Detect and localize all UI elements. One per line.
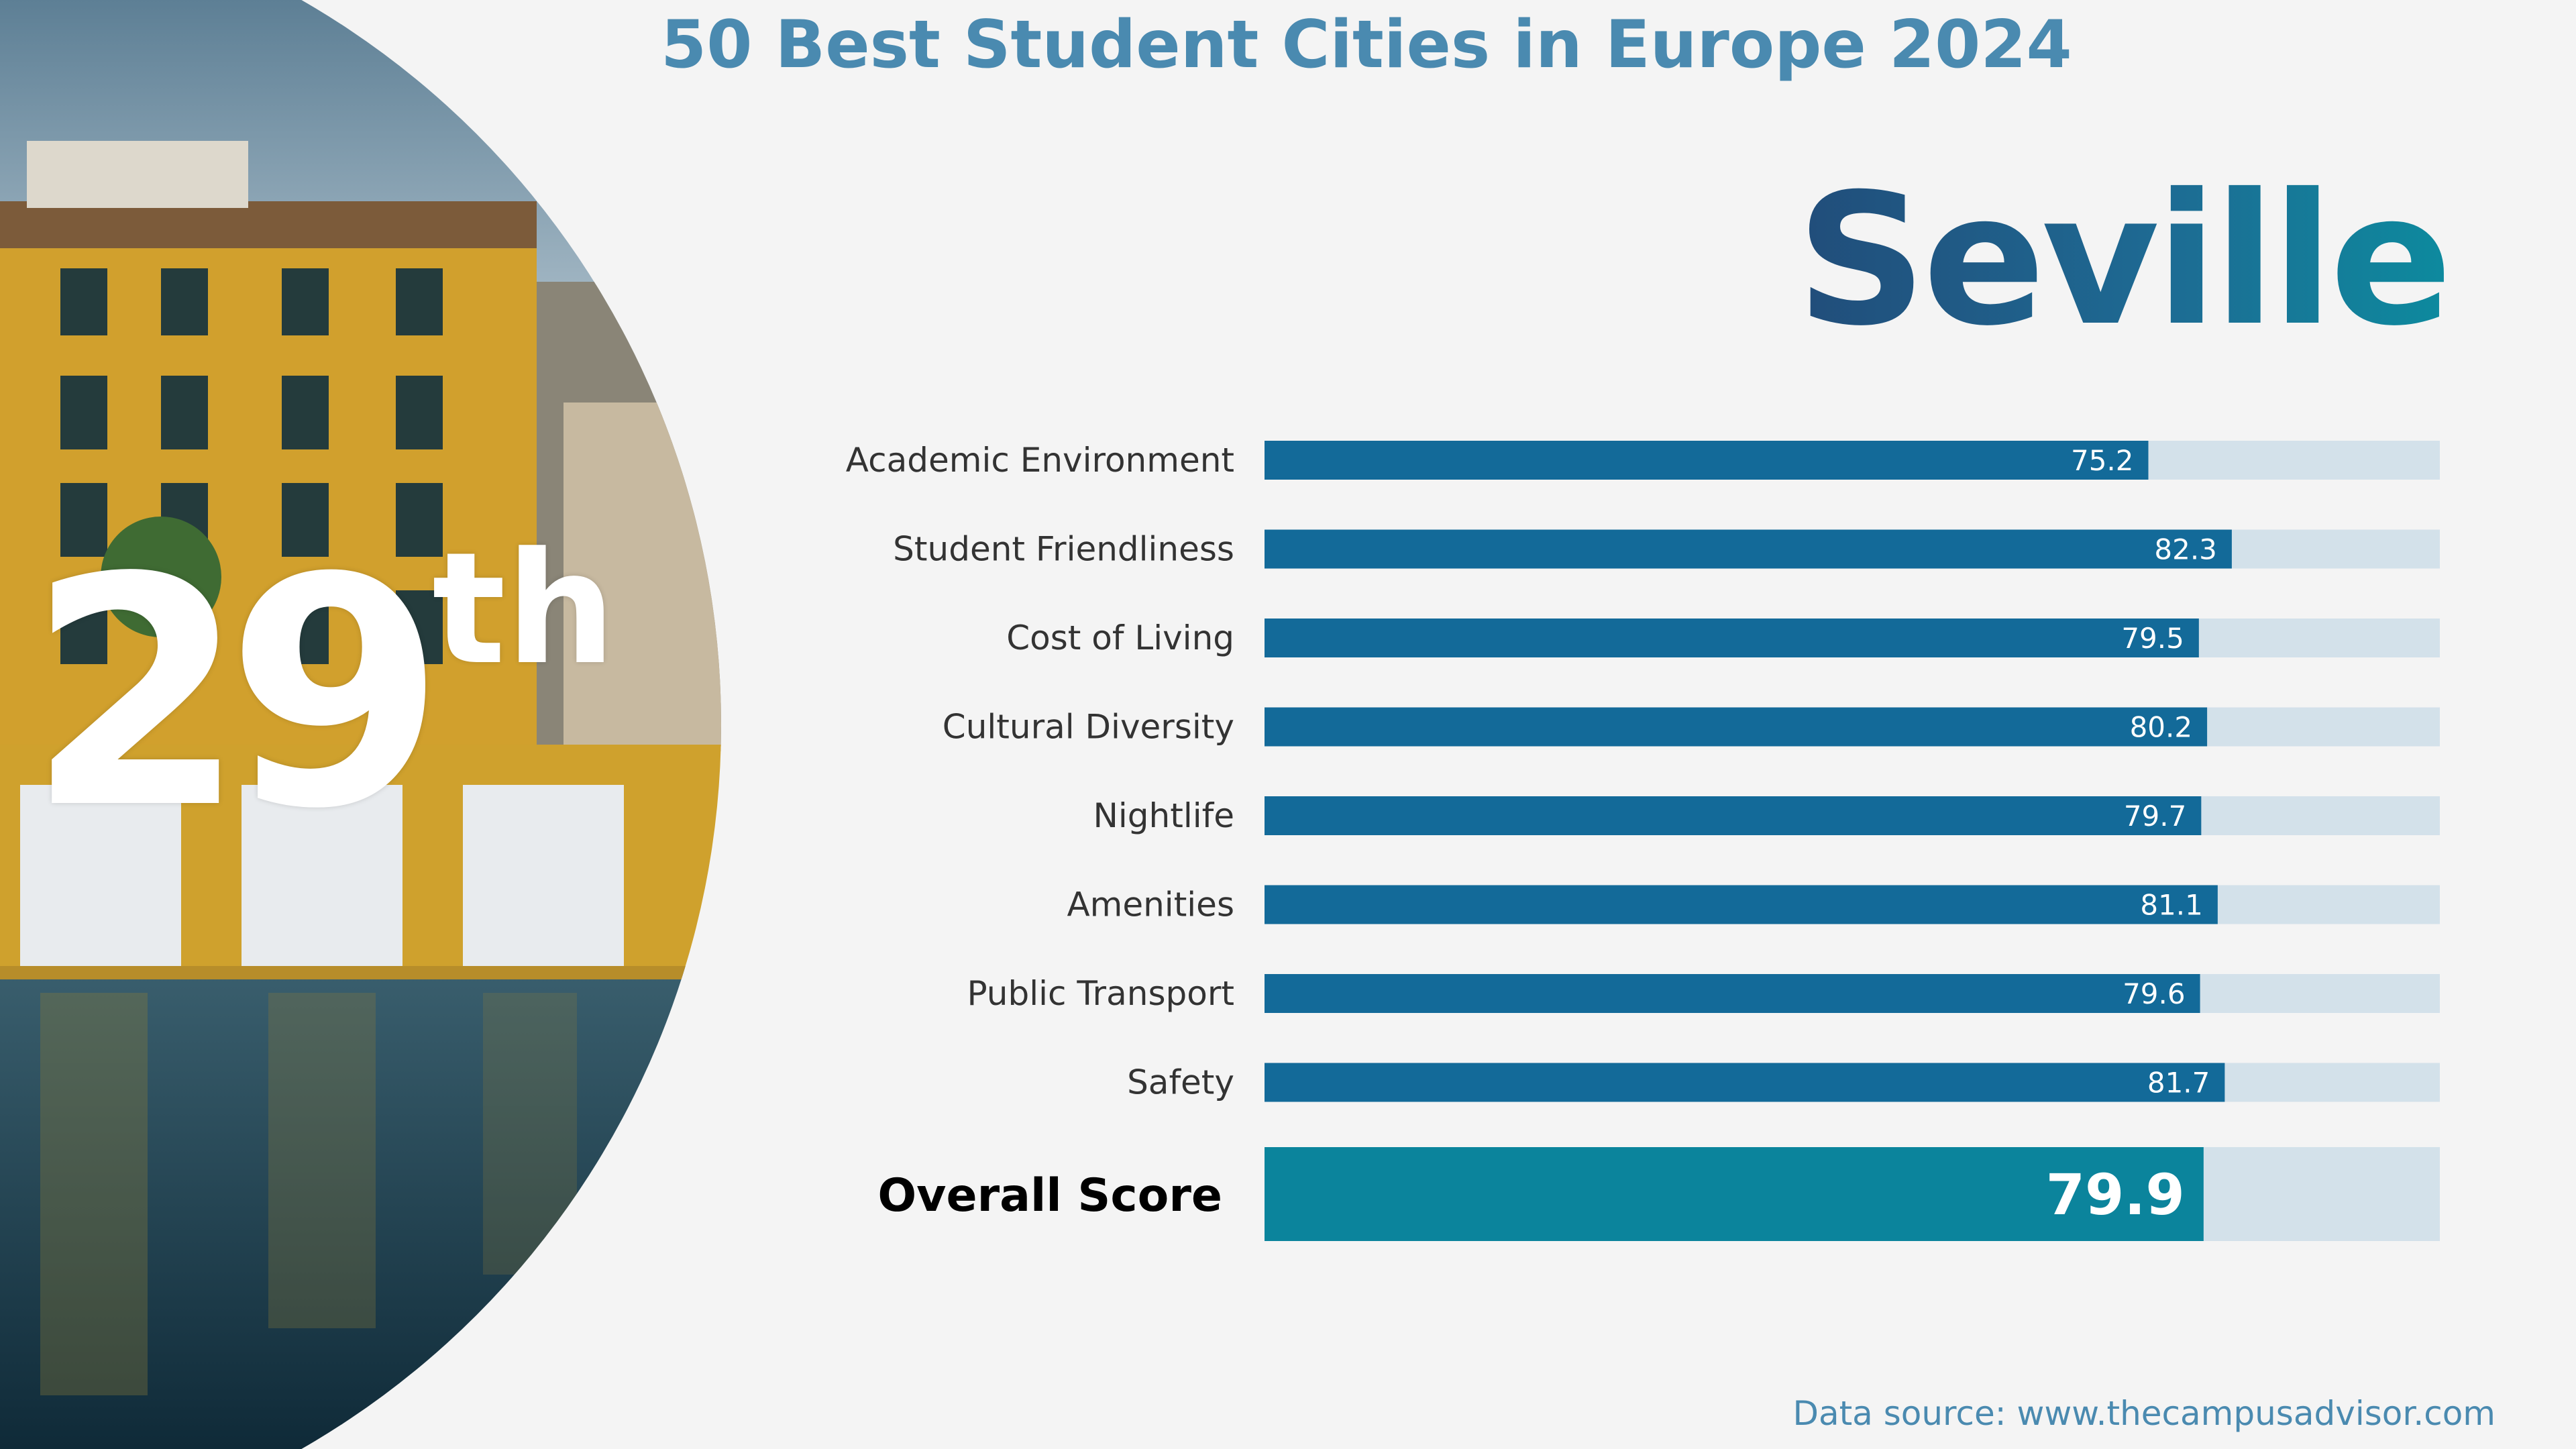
bar [1265,441,2149,480]
rank-suffix: th [432,520,616,699]
overall-value: 79.9 [2046,1162,2185,1228]
data-label: 80.2 [2130,711,2193,744]
category-label: Cultural Diversity [943,708,1234,747]
category-label: Cost of Living [1006,619,1234,657]
city-name: Seville [1796,154,2453,366]
bar [1265,1063,2225,1102]
category-label: Academic Environment [846,441,1234,480]
data-label: 81.7 [2147,1067,2210,1099]
bar [1265,974,2200,1013]
category-label: Public Transport [967,974,1235,1013]
bar [1265,885,2218,924]
rank-number: 29 [27,511,445,877]
bar [1265,529,2232,569]
data-label: 79.7 [2124,800,2187,833]
page-title: 50 Best Student Cities in Europe 2024 [661,7,2072,83]
data-label: 81.1 [2140,889,2203,922]
category-label: Student Friendliness [893,530,1234,569]
data-label: 75.2 [2071,444,2134,477]
rank-badge: 29th [27,520,616,852]
bar [1265,707,2208,747]
bar [1265,619,2199,657]
category-label: Amenities [1067,885,1234,924]
data-label: 82.3 [2154,533,2217,566]
overall-label: Overall Score [877,1169,1222,1222]
category-label: Safety [1127,1063,1234,1102]
city-photo [0,0,721,1449]
bar [1265,796,2202,835]
data-label: 79.5 [2121,622,2184,655]
overall-bar [1265,1147,2204,1241]
category-label: Nightlife [1093,796,1234,835]
data-source: Data source: www.thecampusadvisor.com [1792,1394,2496,1433]
data-label: 79.6 [2123,977,2186,1010]
